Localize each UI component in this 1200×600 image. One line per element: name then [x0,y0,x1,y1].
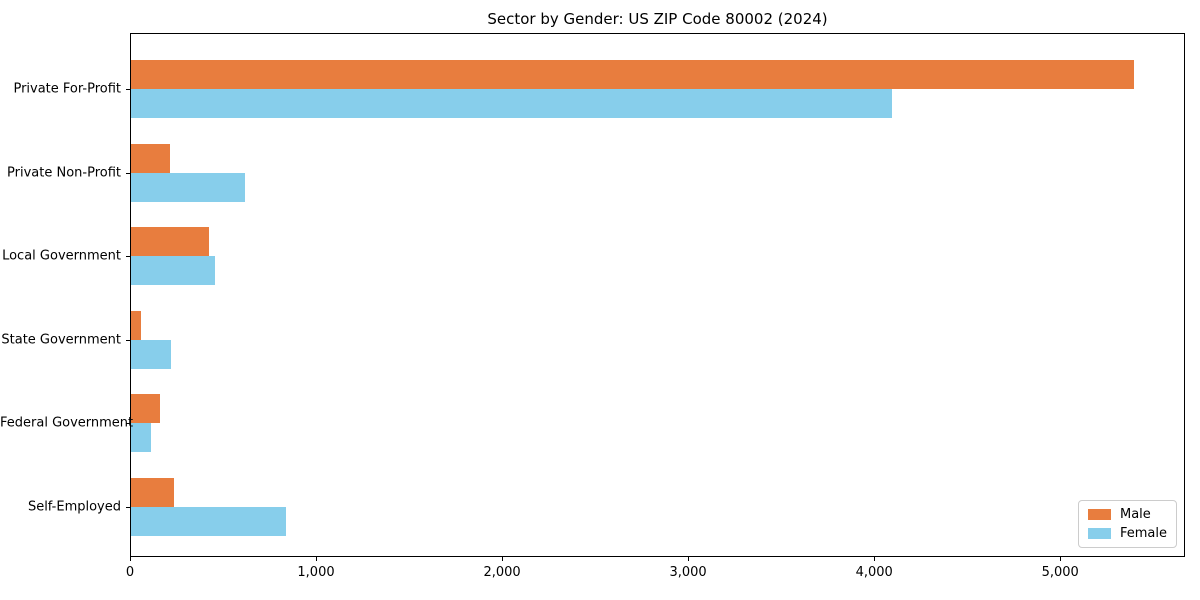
x-tick-mark [688,557,690,561]
plot-area: Male Female [130,33,1185,557]
legend-row-male: Male [1087,507,1167,522]
y-tick-mark [126,256,130,258]
bar-female-6 [131,507,287,536]
y-axis-label: Private For-Profit [13,81,121,97]
y-axis-label: Self-Employed [27,499,121,515]
chart-title: Sector by Gender: US ZIP Code 80002 (202… [487,10,828,28]
bar-female-2 [131,172,245,202]
legend-label: Female [1119,526,1167,541]
bar-male-6 [131,478,174,507]
x-axis-tick-label: 1,000 [297,565,335,580]
y-axis-label: Federal Government [0,415,134,431]
legend-label: Male [1119,507,1151,522]
y-tick-mark [126,423,130,425]
bar-female-4 [131,339,171,369]
x-tick-mark [130,557,131,561]
x-axis-tick-label: 3,000 [669,565,707,580]
x-axis-tick-label: 0 [125,565,135,580]
x-tick-mark [502,557,504,561]
x-axis-tick-label: 2,000 [483,565,521,580]
x-tick-mark [316,557,317,561]
y-tick-mark [126,172,130,174]
bar-female-5 [131,423,151,453]
y-tick-mark [126,339,130,341]
y-axis-label: Private Non-Profit [7,165,121,181]
x-axis-tick-label: 5,000 [1041,565,1079,580]
x-axis-tick-label: 4,000 [855,565,893,580]
legend: Male Female [1077,500,1177,548]
bar-female-1 [131,89,892,118]
bar-male-5 [131,394,160,424]
bar-male-2 [131,143,171,173]
y-axis-label: State Government [1,332,121,348]
legend-swatch-male [1087,509,1111,520]
bar-male-4 [131,310,142,340]
x-tick-mark [874,557,876,561]
y-tick-mark [126,89,130,90]
bar-female-3 [131,256,215,286]
bar-male-3 [131,227,210,257]
legend-row-female: Female [1087,526,1167,541]
bar-male-1 [131,60,1134,89]
x-tick-mark [1060,557,1062,561]
legend-swatch-female [1087,528,1111,539]
y-tick-mark [126,507,130,508]
y-axis-label: Local Government [2,248,121,264]
